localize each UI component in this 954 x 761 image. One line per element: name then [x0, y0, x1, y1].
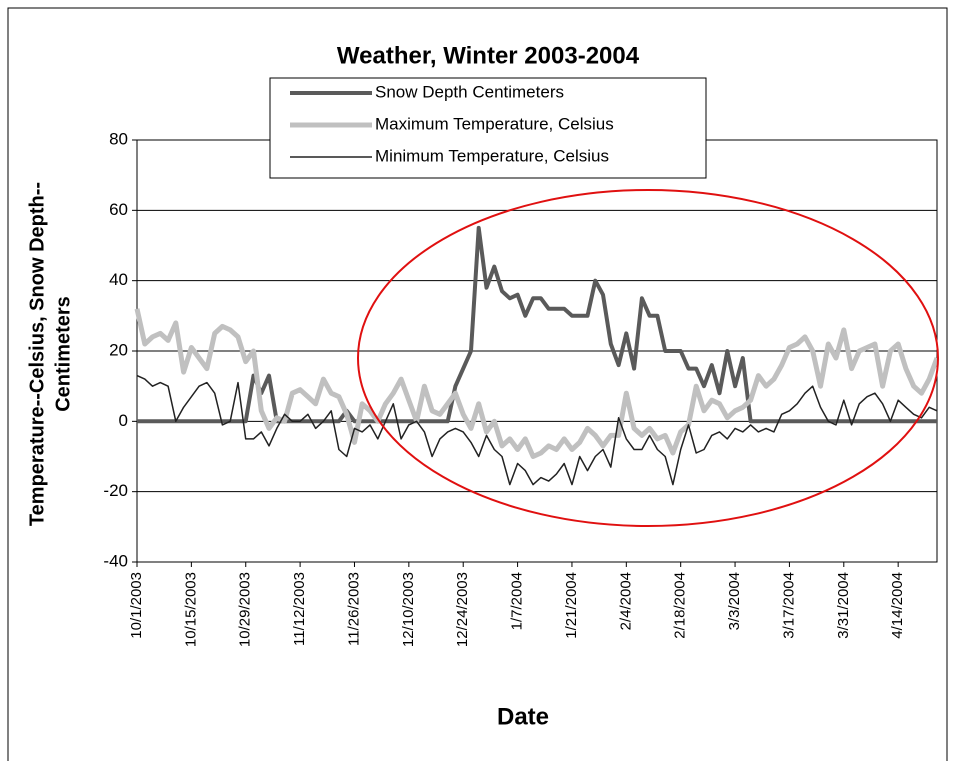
y-tick-label: -20	[103, 481, 128, 500]
series-line	[137, 225, 937, 424]
annotation-ellipse	[357, 189, 939, 527]
x-tick-label: 10/29/2003	[237, 572, 254, 647]
legend: Snow Depth Centimeters Maximum Temperatur…	[269, 77, 707, 179]
y-axis-title: Temperature--Celsius, Snow Depth-- Centi…	[26, 182, 74, 526]
y-tick-label: 20	[109, 340, 128, 359]
x-tick-label: 2/18/2004	[672, 572, 689, 639]
x-tick-label: 3/31/2004	[835, 572, 852, 639]
y-tick-label: 60	[109, 200, 128, 219]
x-tick-label: 1/7/2004	[509, 572, 526, 630]
series-line	[136, 374, 938, 486]
y-axis-title-line: Temperature--Celsius, Snow Depth--	[26, 182, 48, 526]
chart-frame	[7, 7, 948, 761]
y-axis-title-line: Centimeters	[52, 296, 74, 412]
x-tick-label: 3/17/2004	[780, 572, 797, 639]
legend-label: Maximum Temperature, Celsius	[375, 114, 614, 133]
y-tick-label: 40	[109, 270, 128, 289]
x-tick-label: 11/12/2003	[291, 572, 308, 646]
x-tick-label: 12/24/2003	[454, 572, 471, 647]
x-tick-label: 11/26/2003	[345, 572, 362, 646]
y-tick-label: 0	[119, 411, 128, 430]
x-tick-label: 4/14/2004	[889, 572, 906, 639]
legend-label: Minimum Temperature, Celsius	[375, 146, 609, 165]
x-tick-label: 2/4/2004	[617, 572, 634, 630]
x-tick-label: 10/1/2003	[128, 572, 145, 639]
chart-title: Weather, Winter 2003-2004	[337, 42, 640, 69]
series-line	[134, 308, 940, 459]
y-tick-label: 80	[109, 129, 128, 148]
x-axis-title: Date	[497, 703, 549, 730]
x-tick-label: 10/15/2003	[182, 572, 199, 647]
y-tick-label: -40	[103, 551, 128, 570]
legend-label: Snow Depth Centimeters	[375, 82, 564, 101]
x-tick-label: 1/21/2004	[563, 572, 580, 639]
x-tick-label: 3/3/2004	[726, 572, 743, 630]
x-tick-label: 12/10/2003	[400, 572, 417, 647]
